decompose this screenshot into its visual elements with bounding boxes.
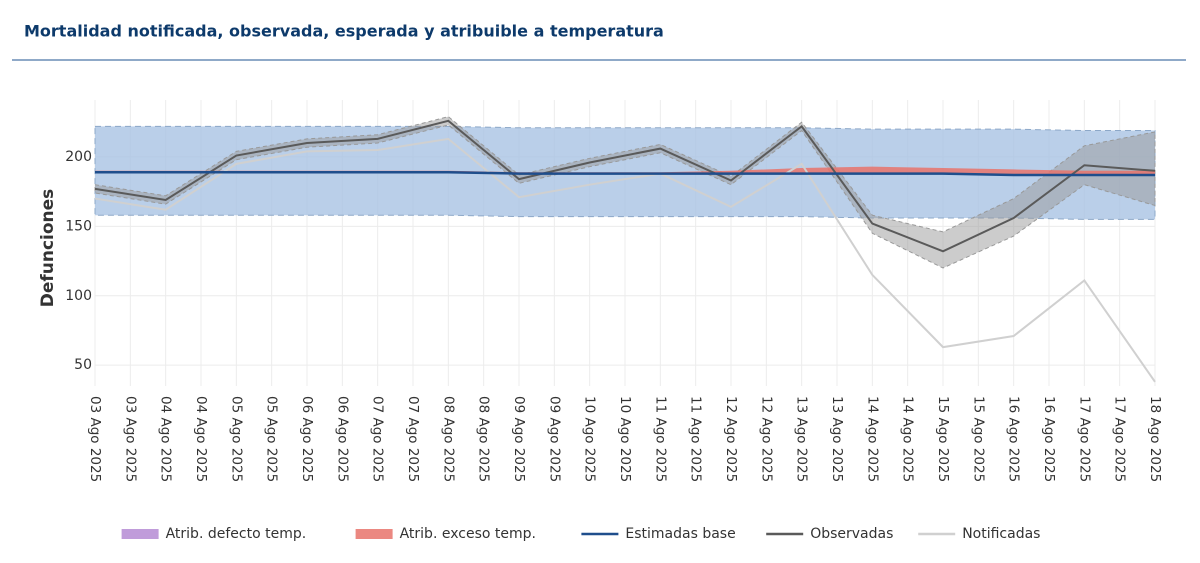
x-tick-label: 11 Ago 2025 — [652, 396, 668, 482]
legend-label: Estimadas base — [625, 526, 735, 542]
x-tick-label: 05 Ago 2025 — [228, 396, 244, 482]
x-tick-label: 06 Ago 2025 — [299, 396, 315, 482]
x-tick-label: 03 Ago 2025 — [122, 396, 138, 482]
series-line — [95, 170, 1155, 177]
x-tick-label: 10 Ago 2025 — [617, 396, 633, 482]
x-tick-label: 14 Ago 2025 — [864, 396, 880, 482]
legend-label: Observadas — [810, 526, 893, 542]
x-tick-label: 03 Ago 2025 — [87, 396, 103, 482]
x-tick-label: 08 Ago 2025 — [476, 396, 492, 482]
y-tick-label: 200 — [65, 149, 92, 165]
x-tick-label: 08 Ago 2025 — [440, 396, 456, 482]
x-tick-label: 13 Ago 2025 — [829, 396, 845, 482]
x-tick-label: 17 Ago 2025 — [1076, 396, 1092, 482]
legend-label: Atrib. exceso temp. — [400, 526, 536, 542]
x-tick-label: 04 Ago 2025 — [158, 396, 174, 482]
legend-swatch — [121, 529, 159, 539]
x-tick-label: 07 Ago 2025 — [405, 396, 421, 482]
legend-label: Notificadas — [962, 526, 1040, 542]
chart-title: Mortalidad notificada, observada, espera… — [24, 22, 664, 41]
series-line — [94, 137, 1156, 383]
x-tick-label: 16 Ago 2025 — [1006, 396, 1022, 482]
x-tick-label: 04 Ago 2025 — [193, 396, 209, 482]
y-tick-label: 150 — [65, 218, 92, 234]
x-tick-label: 06 Ago 2025 — [334, 396, 350, 482]
x-tick-label: 13 Ago 2025 — [794, 396, 810, 482]
x-tick-label: 09 Ago 2025 — [546, 396, 562, 482]
x-tick-label: 05 Ago 2025 — [264, 396, 280, 482]
y-tick-label: 50 — [74, 357, 92, 373]
x-tick-label: 09 Ago 2025 — [511, 396, 527, 482]
legend-label: Atrib. defecto temp. — [166, 526, 307, 542]
x-tick-label: 17 Ago 2025 — [1112, 396, 1128, 482]
y-tick-label: 100 — [65, 288, 92, 304]
x-tick-label: 10 Ago 2025 — [582, 396, 598, 482]
x-tick-label: 12 Ago 2025 — [758, 396, 774, 482]
x-tick-label: 12 Ago 2025 — [723, 396, 739, 482]
x-tick-label: 14 Ago 2025 — [900, 396, 916, 482]
x-tick-label: 15 Ago 2025 — [935, 396, 951, 482]
x-tick-label: 15 Ago 2025 — [970, 396, 986, 482]
x-tick-label: 11 Ago 2025 — [688, 396, 704, 482]
series-line — [94, 119, 1156, 253]
x-tick-label: 18 Ago 2025 — [1147, 396, 1163, 482]
x-tick-label: 07 Ago 2025 — [370, 396, 386, 482]
x-tick-label: 16 Ago 2025 — [1041, 396, 1057, 482]
legend-swatch — [355, 529, 393, 539]
y-axis-label: Defunciones — [38, 189, 58, 308]
